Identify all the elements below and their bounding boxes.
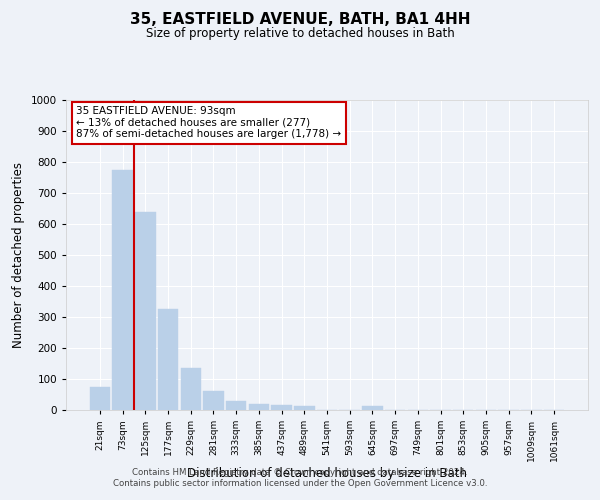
- Text: Contains HM Land Registry data © Crown copyright and database right 2024.
Contai: Contains HM Land Registry data © Crown c…: [113, 468, 487, 487]
- Bar: [135, 212, 155, 410]
- Bar: [181, 368, 201, 410]
- Bar: [248, 404, 269, 410]
- Bar: [158, 309, 178, 410]
- Bar: [271, 404, 292, 410]
- Bar: [90, 387, 110, 410]
- Bar: [203, 392, 224, 410]
- Bar: [226, 402, 247, 410]
- Y-axis label: Number of detached properties: Number of detached properties: [12, 162, 25, 348]
- Text: 35, EASTFIELD AVENUE, BATH, BA1 4HH: 35, EASTFIELD AVENUE, BATH, BA1 4HH: [130, 12, 470, 28]
- Bar: [112, 170, 133, 410]
- Bar: [362, 406, 383, 410]
- Bar: [294, 406, 314, 410]
- X-axis label: Distribution of detached houses by size in Bath: Distribution of detached houses by size …: [187, 466, 467, 479]
- Text: 35 EASTFIELD AVENUE: 93sqm
← 13% of detached houses are smaller (277)
87% of sem: 35 EASTFIELD AVENUE: 93sqm ← 13% of deta…: [76, 106, 341, 140]
- Text: Size of property relative to detached houses in Bath: Size of property relative to detached ho…: [146, 28, 454, 40]
